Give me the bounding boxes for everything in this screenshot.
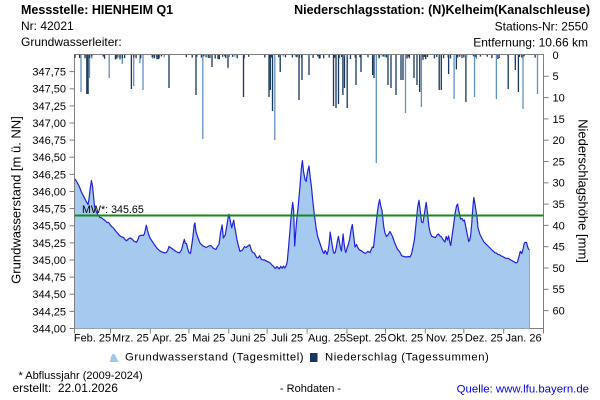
svg-text:344,50: 344,50	[32, 289, 66, 301]
svg-text:25: 25	[553, 156, 565, 168]
svg-text:347,00: 347,00	[32, 118, 66, 130]
svg-text:Mai 25: Mai 25	[192, 333, 225, 345]
svg-text:45: 45	[553, 242, 565, 254]
svg-text:Grundwasserleiter:: Grundwasserleiter:	[21, 35, 122, 49]
svg-text:- Rohdaten -: - Rohdaten -	[280, 383, 341, 395]
svg-text:Quelle: www.lfu.bayern.de: Quelle: www.lfu.bayern.de	[457, 384, 589, 396]
svg-text:Sept. 25: Sept. 25	[346, 333, 387, 345]
svg-text:Niederschlagshöhe [mm]: Niederschlagshöhe [mm]	[576, 119, 591, 263]
svg-text:Niederschlag (Tagessummen): Niederschlag (Tagessummen)	[325, 352, 489, 364]
svg-text:Apr. 25: Apr. 25	[152, 333, 187, 345]
svg-text:5: 5	[553, 71, 559, 83]
svg-text:60: 60	[553, 306, 565, 318]
svg-text:0: 0	[553, 50, 559, 62]
svg-text:20: 20	[553, 135, 565, 147]
svg-text:346,75: 346,75	[32, 135, 66, 147]
svg-text:345,50: 345,50	[32, 221, 66, 233]
svg-text:347,25: 347,25	[32, 101, 66, 113]
svg-text:344,25: 344,25	[32, 306, 66, 318]
svg-text:40: 40	[553, 220, 565, 232]
svg-text:Nov. 25: Nov. 25	[426, 333, 463, 345]
svg-text:Niederschlagsstation: (N)Kelhe: Niederschlagsstation: (N)Kelheim(Kanalsc…	[294, 3, 590, 17]
svg-text:347,50: 347,50	[32, 84, 66, 96]
svg-text:erstellt: 22.01.2026: erstellt: 22.01.2026	[13, 381, 119, 395]
svg-text:15: 15	[553, 114, 565, 126]
svg-text:MW*: 345.65: MW*: 345.65	[82, 204, 144, 216]
svg-text:345,00: 345,00	[32, 255, 66, 267]
svg-text:346,25: 346,25	[32, 169, 66, 181]
svg-text:345,25: 345,25	[32, 238, 66, 250]
svg-text:Nr: 42021: Nr: 42021	[21, 19, 74, 33]
svg-text:345,75: 345,75	[32, 204, 66, 216]
svg-text:347,75: 347,75	[32, 67, 66, 79]
svg-text:Juli 25: Juli 25	[271, 333, 303, 345]
svg-text:Messstelle: HIENHEIM Q1: Messstelle: HIENHEIM Q1	[21, 3, 173, 17]
svg-text:Mrz. 25: Mrz. 25	[112, 333, 149, 345]
svg-text:344,00: 344,00	[32, 323, 66, 335]
svg-text:346,50: 346,50	[32, 152, 66, 164]
svg-text:Dez. 25: Dez. 25	[465, 333, 503, 345]
svg-text:344,75: 344,75	[32, 272, 66, 284]
svg-text:346,00: 346,00	[32, 186, 66, 198]
svg-text:Grundwasserstand [m ü. NN]: Grundwasserstand [m ü. NN]	[9, 116, 24, 284]
svg-text:10: 10	[553, 93, 565, 105]
svg-text:Juni 25: Juni 25	[230, 333, 265, 345]
svg-text:Stations-Nr: 2550: Stations-Nr: 2550	[495, 20, 589, 34]
svg-text:Jan. 26: Jan. 26	[506, 333, 542, 345]
svg-text:Aug. 25: Aug. 25	[308, 333, 346, 345]
svg-text:35: 35	[553, 199, 565, 211]
svg-text:Entfernung: 10.66 km: Entfernung: 10.66 km	[473, 36, 588, 50]
svg-text:* Abflussjahr (2009-2024): * Abflussjahr (2009-2024)	[19, 370, 143, 382]
svg-text:Grundwasserstand (Tagesmittel): Grundwasserstand (Tagesmittel)	[125, 352, 304, 364]
svg-text:30: 30	[553, 178, 565, 190]
svg-text:50: 50	[553, 263, 565, 275]
svg-text:Okt. 25: Okt. 25	[388, 333, 423, 345]
svg-text:Feb. 25: Feb. 25	[74, 333, 111, 345]
svg-text:55: 55	[553, 284, 565, 296]
